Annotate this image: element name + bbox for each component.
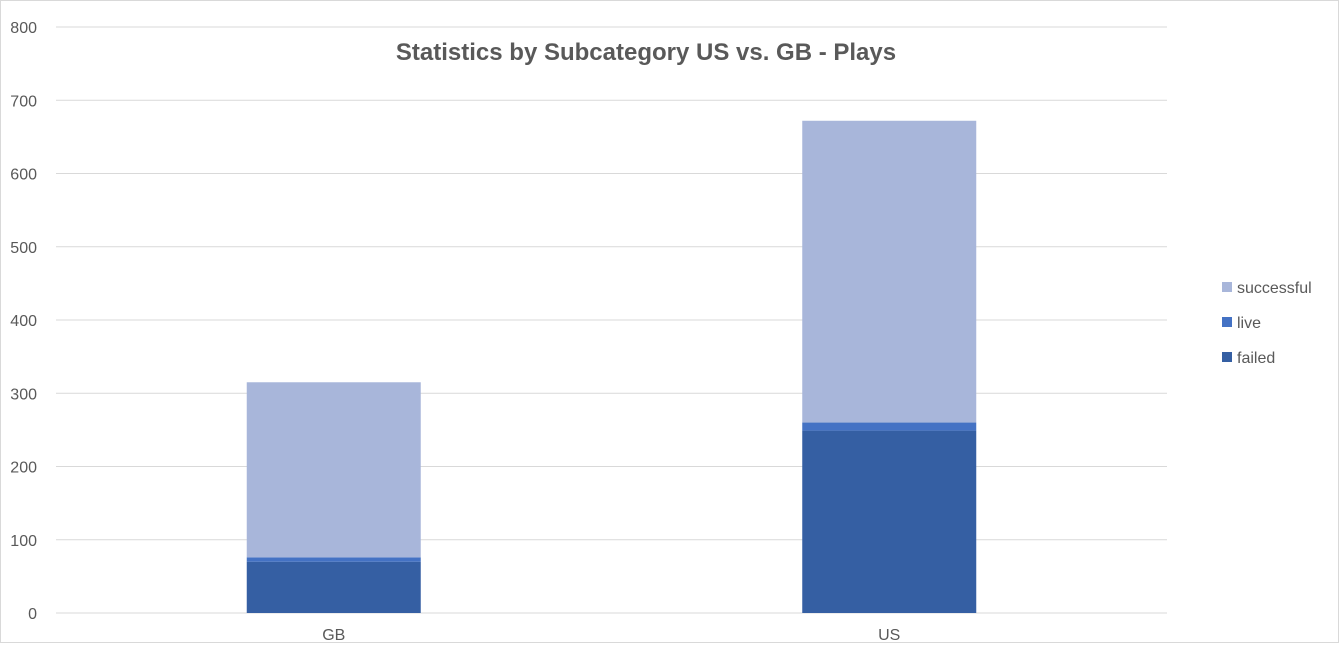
legend-label-live: live	[1237, 315, 1261, 332]
bar-live-us	[802, 422, 977, 431]
y-tick-label: 0	[28, 606, 37, 623]
bar-failed-us	[802, 430, 977, 613]
bar-successful-gb	[246, 382, 421, 558]
legend-swatch-successful	[1222, 282, 1232, 292]
y-tick-label: 600	[10, 167, 37, 184]
x-axis-ticks: GB US	[322, 627, 900, 644]
y-tick-label: 300	[10, 386, 37, 403]
y-axis-ticks: 0 100 200 300 400 500 600 700 800	[10, 20, 37, 623]
chart-title: Statistics by Subcategory US vs. GB - Pl…	[396, 39, 896, 66]
x-tick-label: US	[878, 627, 900, 642]
y-tick-label: 800	[10, 20, 37, 37]
bar-live-gb	[246, 557, 421, 562]
bar-failed-gb	[246, 561, 421, 613]
x-tick-label: GB	[322, 627, 345, 642]
legend: successful live failed	[1222, 280, 1312, 367]
y-tick-label: 700	[10, 93, 37, 110]
legend-swatch-failed	[1222, 352, 1232, 362]
y-tick-label: 200	[10, 460, 37, 477]
y-tick-label: 500	[10, 240, 37, 257]
legend-label-failed: failed	[1237, 350, 1275, 367]
gridlines	[56, 26, 1167, 614]
legend-label-successful: successful	[1237, 280, 1312, 297]
bars	[246, 120, 977, 613]
legend-swatch-live	[1222, 317, 1232, 327]
y-tick-label: 400	[10, 313, 37, 330]
bar-successful-us	[802, 120, 977, 423]
y-tick-label: 100	[10, 533, 37, 550]
